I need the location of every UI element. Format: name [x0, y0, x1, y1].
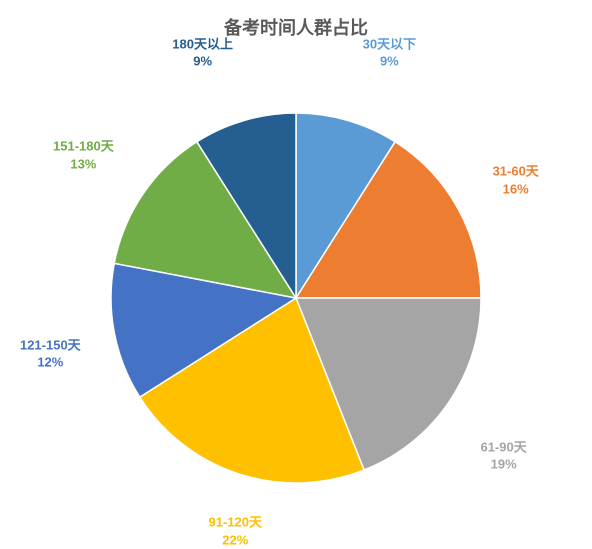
slice-label-percent: 9%: [172, 53, 233, 71]
slice-label-3: 91-120天22%: [209, 513, 262, 548]
slice-label-name: 121-150天: [20, 336, 81, 354]
slice-label-percent: 13%: [53, 155, 114, 173]
slice-label-0: 30天以下9%: [363, 35, 416, 70]
slice-label-name: 151-180天: [53, 138, 114, 156]
slice-label-name: 61-90天: [481, 438, 527, 456]
slice-label-percent: 16%: [493, 180, 539, 198]
slice-label-percent: 12%: [20, 354, 81, 372]
slice-label-4: 121-150天12%: [20, 336, 81, 371]
slice-label-percent: 19%: [481, 456, 527, 474]
slice-label-name: 180天以上: [172, 35, 233, 53]
slice-label-name: 30天以下: [363, 35, 416, 53]
slice-label-percent: 9%: [363, 53, 416, 71]
slice-label-percent: 22%: [209, 531, 262, 549]
pie-chart-container: 备考时间人群占比 30天以下9%31-60天16%61-90天19%91-120…: [0, 0, 592, 549]
slice-label-name: 31-60天: [493, 162, 539, 180]
slice-label-2: 61-90天19%: [481, 438, 527, 473]
slice-label-5: 151-180天13%: [53, 138, 114, 173]
slice-label-6: 180天以上9%: [172, 35, 233, 70]
slice-label-name: 91-120天: [209, 513, 262, 531]
slice-label-1: 31-60天16%: [493, 162, 539, 197]
